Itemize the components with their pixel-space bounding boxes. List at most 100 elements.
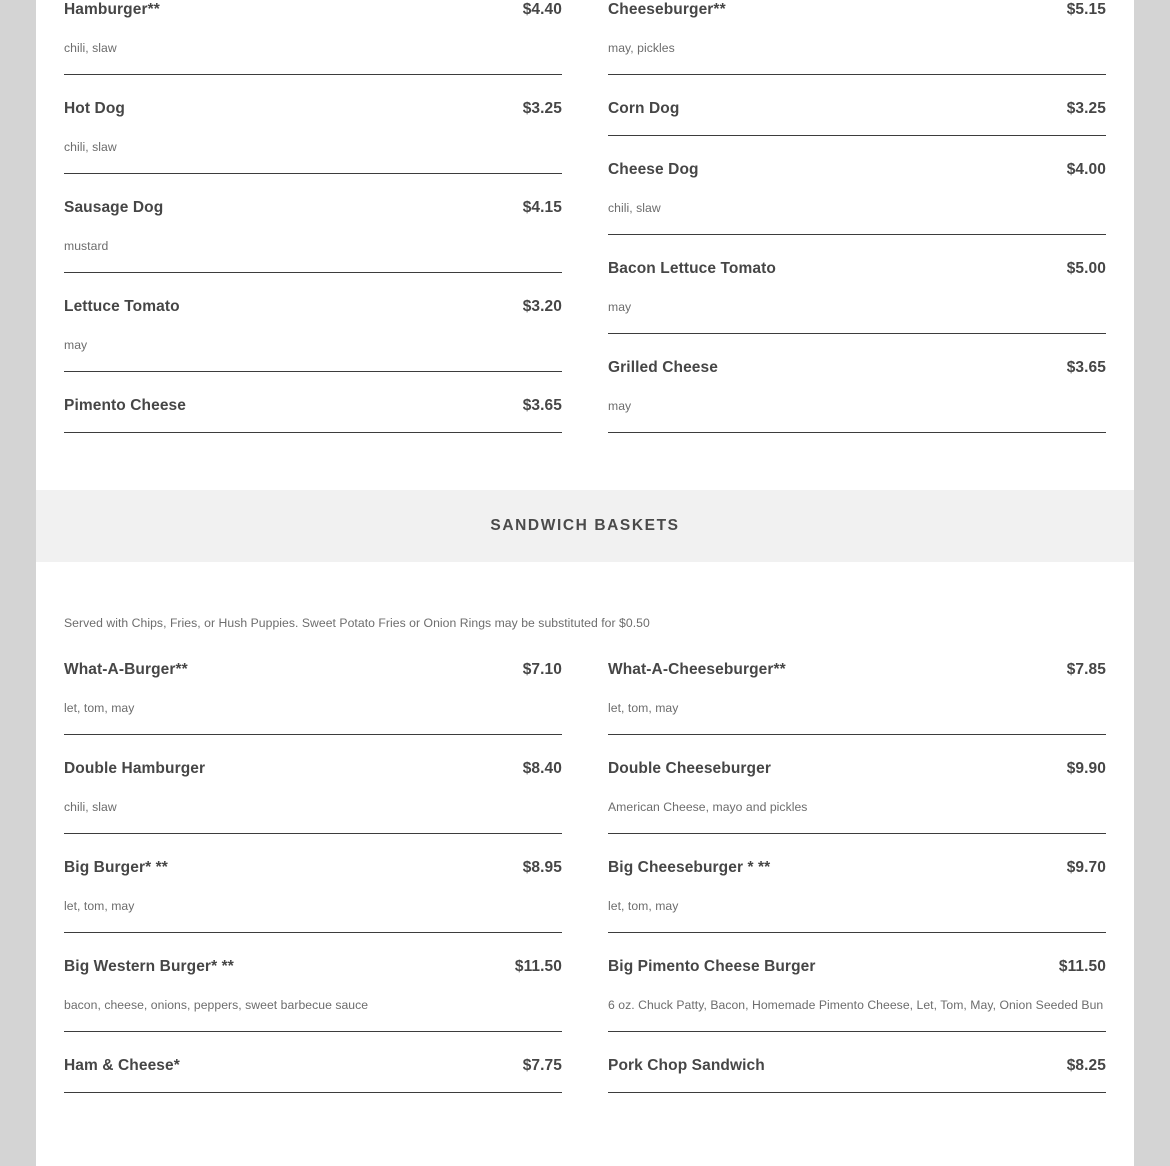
menu-item[interactable]: Double Cheeseburger $9.90 American Chees… — [608, 759, 1106, 834]
menu-page-card: Hamburger** $4.40 chili, slaw Hot Dog $3… — [36, 0, 1134, 1166]
menu-item[interactable]: Grilled Cheese $3.65 may — [608, 358, 1106, 433]
menu-item[interactable]: Cheeseburger** $5.15 may, pickles — [608, 0, 1106, 75]
menu-item-price: $8.25 — [1066, 1057, 1106, 1074]
menu-item[interactable]: Pork Chop Sandwich $8.25 — [608, 1056, 1106, 1093]
menu-item-header: What-A-Cheeseburger** $7.85 — [608, 660, 1106, 679]
menu-item-name: Pork Chop Sandwich — [608, 1057, 765, 1074]
menu-item-header: Cheese Dog $4.00 — [608, 160, 1106, 179]
menu-item-price: $7.75 — [522, 1057, 562, 1074]
menu-item[interactable]: Hot Dog $3.25 chili, slaw — [64, 99, 562, 174]
menu-item[interactable]: Sausage Dog $4.15 mustard — [64, 198, 562, 273]
menu-item-header: Hamburger** $4.40 — [64, 0, 562, 19]
menu-item[interactable]: Hamburger** $4.40 chili, slaw — [64, 0, 562, 75]
menu-item[interactable]: Big Burger* ** $8.95 let, tom, may — [64, 858, 562, 933]
menu-item-header: Big Cheeseburger * ** $9.70 — [608, 858, 1106, 877]
menu-item-header: Grilled Cheese $3.65 — [608, 358, 1106, 377]
menu-item-name: Double Hamburger — [64, 760, 206, 777]
menu-item-header: Hot Dog $3.25 — [64, 99, 562, 118]
menu-item-description: chili, slaw — [64, 140, 117, 154]
menu-item-price: $4.40 — [522, 1, 562, 18]
menu-item[interactable]: What-A-Burger** $7.10 let, tom, may — [64, 660, 562, 735]
menu-item-description: mustard — [64, 239, 109, 253]
menu-item-description: chili, slaw — [608, 201, 661, 215]
menu-item-description: let, tom, may — [608, 899, 679, 913]
menu-item-price: $3.65 — [522, 397, 562, 414]
menu-item-description: let, tom, may — [608, 701, 679, 715]
menu-item[interactable]: Pimento Cheese $3.65 — [64, 396, 562, 433]
menu-item-price: $9.70 — [1066, 859, 1106, 876]
menu-item-description: 6 oz. Chuck Patty, Bacon, Homemade Pimen… — [608, 998, 1104, 1012]
menu-item-name: Cheeseburger** — [608, 1, 726, 18]
section-note-sandwich-baskets: Served with Chips, Fries, or Hush Puppie… — [64, 616, 650, 630]
menu-item-name: What-A-Burger** — [64, 661, 188, 678]
menu-column-left: Hamburger** $4.40 chili, slaw Hot Dog $3… — [64, 0, 585, 433]
menu-item[interactable]: Lettuce Tomato $3.20 may — [64, 297, 562, 372]
menu-item[interactable]: Double Hamburger $8.40 chili, slaw — [64, 759, 562, 834]
menu-item-description: American Cheese, mayo and pickles — [608, 800, 808, 814]
menu-section-hotdogs-sandwiches-continued: Hamburger** $4.40 chili, slaw Hot Dog $3… — [36, 0, 1134, 433]
menu-item-header: Sausage Dog $4.15 — [64, 198, 562, 217]
menu-item-description: bacon, cheese, onions, peppers, sweet ba… — [64, 998, 369, 1012]
menu-item-price: $3.25 — [1066, 100, 1106, 117]
menu-item[interactable]: Big Western Burger* ** $11.50 bacon, che… — [64, 957, 562, 1032]
menu-item-name: Double Cheeseburger — [608, 760, 771, 777]
menu-item-name: Big Pimento Cheese Burger — [608, 958, 816, 975]
menu-item-name: Cheese Dog — [608, 161, 699, 178]
menu-column-right: Cheeseburger** $5.15 may, pickles Corn D… — [585, 0, 1106, 433]
menu-item-description: may — [64, 338, 88, 352]
menu-item[interactable]: Big Pimento Cheese Burger $11.50 6 oz. C… — [608, 957, 1106, 1032]
menu-item-price: $7.85 — [1066, 661, 1106, 678]
menu-item-price: $11.50 — [514, 958, 562, 975]
menu-item-description: chili, slaw — [64, 800, 117, 814]
menu-item-price: $8.40 — [522, 760, 562, 777]
menu-item-name: Big Cheeseburger * ** — [608, 859, 771, 876]
menu-item-price: $3.20 — [522, 298, 562, 315]
menu-item-price: $3.65 — [1066, 359, 1106, 376]
menu-column-right: What-A-Cheeseburger** $7.85 let, tom, ma… — [585, 660, 1106, 1093]
menu-item-description: chili, slaw — [64, 41, 117, 55]
menu-item-description: let, tom, may — [64, 899, 135, 913]
menu-item-name: Grilled Cheese — [608, 359, 718, 376]
menu-item[interactable]: Cheese Dog $4.00 chili, slaw — [608, 160, 1106, 235]
menu-item-header: Double Cheeseburger $9.90 — [608, 759, 1106, 778]
menu-item-name: Hot Dog — [64, 100, 125, 117]
menu-item-name: Bacon Lettuce Tomato — [608, 260, 776, 277]
menu-item-description: may, pickles — [608, 41, 675, 55]
menu-item-name: Sausage Dog — [64, 199, 164, 216]
menu-item[interactable]: Big Cheeseburger * ** $9.70 let, tom, ma… — [608, 858, 1106, 933]
menu-item-header: Lettuce Tomato $3.20 — [64, 297, 562, 316]
menu-item-header: Bacon Lettuce Tomato $5.00 — [608, 259, 1106, 278]
menu-item-price: $8.95 — [522, 859, 562, 876]
menu-section-sandwich-baskets: What-A-Burger** $7.10 let, tom, may Doub… — [36, 660, 1134, 1093]
menu-item[interactable]: Corn Dog $3.25 — [608, 99, 1106, 136]
menu-item-header: Cheeseburger** $5.15 — [608, 0, 1106, 19]
menu-item-price: $7.10 — [522, 661, 562, 678]
menu-item-header: Big Burger* ** $8.95 — [64, 858, 562, 877]
menu-item-price: $4.15 — [522, 199, 562, 216]
menu-item-name: Ham & Cheese* — [64, 1057, 180, 1074]
menu-item-header: Pimento Cheese $3.65 — [64, 396, 562, 415]
menu-item-header: What-A-Burger** $7.10 — [64, 660, 562, 679]
menu-item-header: Big Western Burger* ** $11.50 — [64, 957, 562, 976]
menu-item-name: Lettuce Tomato — [64, 298, 180, 315]
menu-item-price: $4.00 — [1066, 161, 1106, 178]
menu-item-header: Big Pimento Cheese Burger $11.50 — [608, 957, 1106, 976]
menu-item-header: Corn Dog $3.25 — [608, 99, 1106, 118]
menu-item[interactable]: What-A-Cheeseburger** $7.85 let, tom, ma… — [608, 660, 1106, 735]
menu-item-price: $3.25 — [522, 100, 562, 117]
menu-item-price: $5.00 — [1066, 260, 1106, 277]
menu-item-description: may — [608, 399, 632, 413]
section-header-sandwich-baskets: SANDWICH BASKETS — [36, 490, 1134, 562]
menu-item-name: What-A-Cheeseburger** — [608, 661, 786, 678]
menu-item-header: Pork Chop Sandwich $8.25 — [608, 1056, 1106, 1075]
menu-item[interactable]: Bacon Lettuce Tomato $5.00 may — [608, 259, 1106, 334]
menu-item-description: let, tom, may — [64, 701, 135, 715]
menu-item-name: Corn Dog — [608, 100, 680, 117]
menu-item-description: may — [608, 300, 632, 314]
menu-item-name: Big Western Burger* ** — [64, 958, 234, 975]
menu-item-name: Pimento Cheese — [64, 397, 186, 414]
menu-item-price: $9.90 — [1066, 760, 1106, 777]
menu-item-price: $11.50 — [1058, 958, 1106, 975]
menu-item[interactable]: Ham & Cheese* $7.75 — [64, 1056, 562, 1093]
menu-item-price: $5.15 — [1066, 1, 1106, 18]
